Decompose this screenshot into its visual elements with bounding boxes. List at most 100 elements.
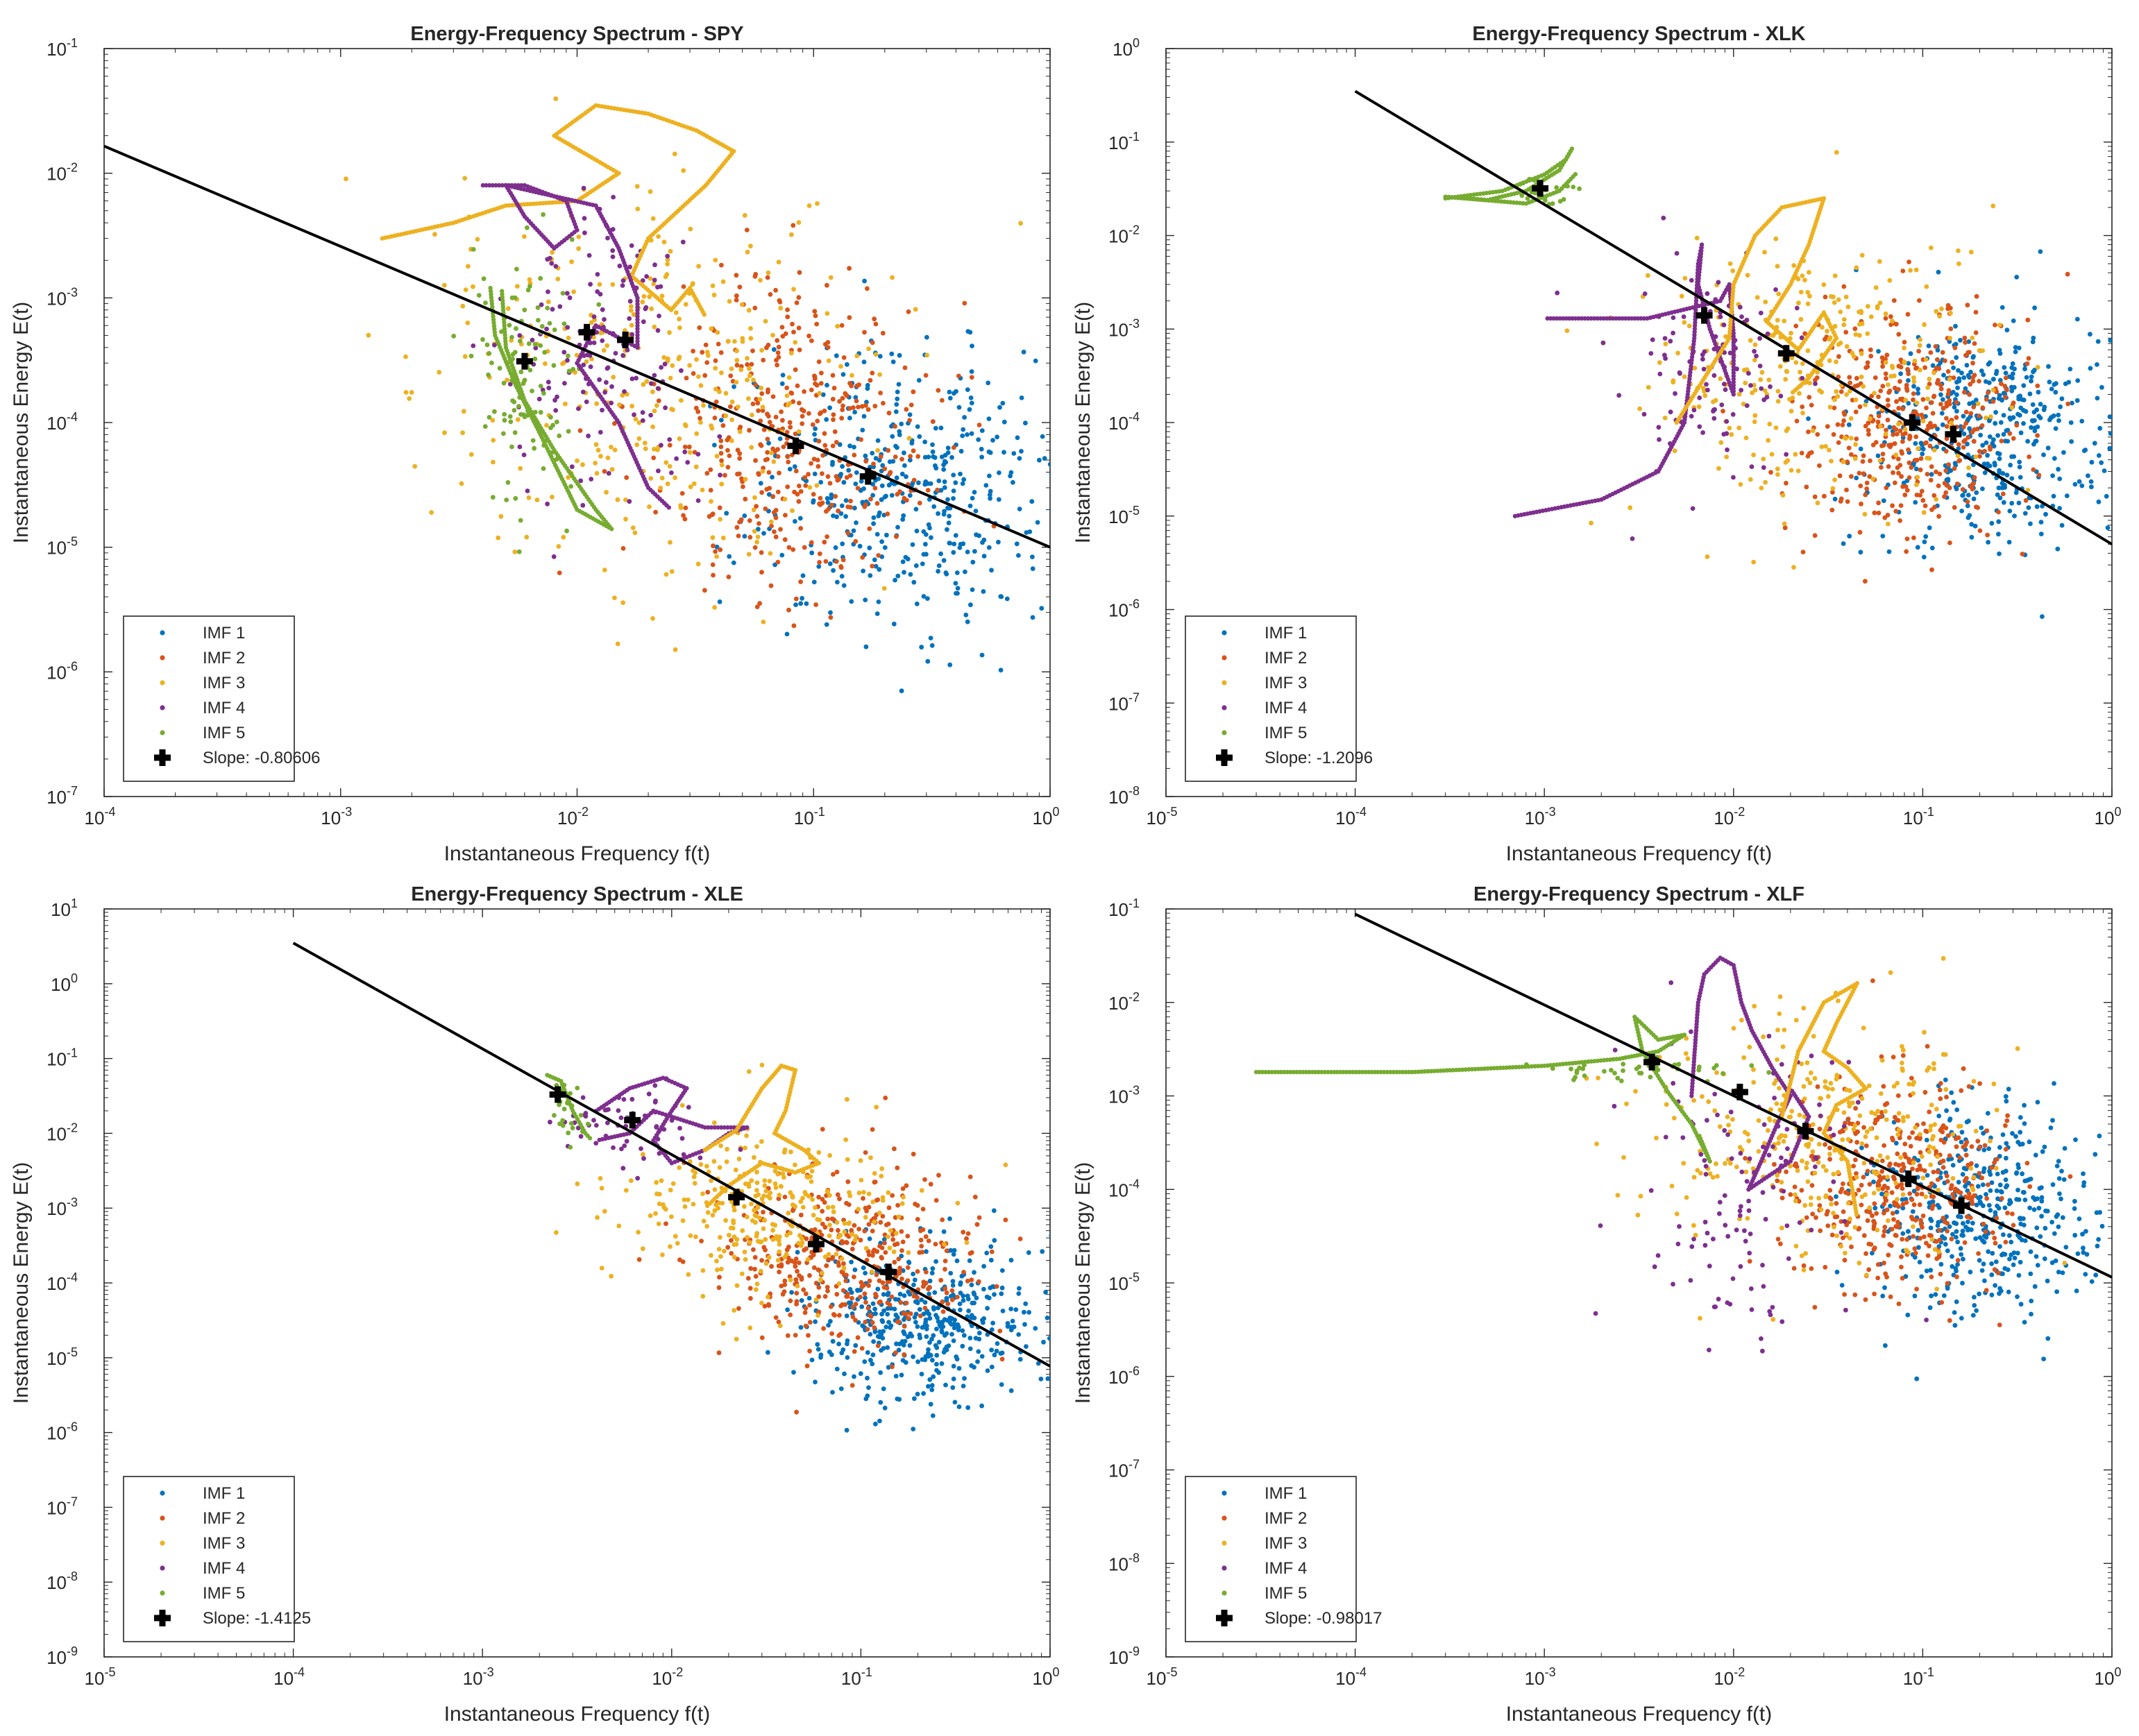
data-point: [845, 1355, 850, 1360]
data-point: [817, 551, 822, 556]
data-point: [1038, 1377, 1044, 1381]
data-point: [874, 1293, 879, 1299]
data-point: [1000, 1309, 1006, 1313]
data-point: [1911, 379, 1917, 384]
x-tick-label: 100: [2095, 805, 2122, 828]
data-point: [1944, 416, 1949, 421]
data-point: [1793, 452, 1798, 457]
data-point: [2016, 396, 2022, 402]
data-point: [750, 401, 756, 407]
data-point: [770, 475, 775, 480]
chart-panel-3: 10-5 10-4 10-3 10-2 10-1 10010-910-810-710-61…: [10, 883, 1059, 1726]
data-point: [752, 1266, 757, 1272]
x-axis-label: Instantaneous Frequency f(t): [444, 842, 711, 865]
data-point: [492, 343, 497, 348]
data-point: [1791, 390, 1795, 395]
data-point: [934, 1368, 939, 1373]
data-point: [635, 302, 640, 307]
data-point: [716, 341, 721, 347]
data-point: [1896, 470, 1901, 476]
data-point: [739, 476, 744, 482]
data-point: [863, 1320, 868, 1325]
data-point: [2068, 366, 2073, 372]
data-point: [1927, 525, 1932, 531]
data-point: [756, 471, 761, 476]
data-point: [1905, 366, 1911, 372]
data-point: [1902, 346, 1906, 350]
x-tick-label: 10-2: [557, 805, 589, 828]
data-point: [908, 1331, 913, 1336]
data-point: [734, 273, 739, 278]
data-point: [1914, 400, 1920, 406]
data-point: [761, 357, 766, 363]
data-point: [1721, 322, 1727, 327]
data-point: [795, 383, 800, 389]
data-point: [720, 423, 726, 428]
data-point: [895, 1165, 900, 1171]
data-point: [933, 1241, 938, 1247]
data-point: [917, 1250, 922, 1255]
data-point: [980, 1320, 986, 1325]
data-point: [1922, 539, 1927, 545]
data-point: [1016, 553, 1021, 558]
data-point: [751, 377, 756, 383]
data-point: [1551, 316, 1556, 321]
fit-line: [1354, 90, 2112, 546]
data-point: [775, 559, 781, 565]
data-point: [827, 405, 832, 411]
x-tick-label: 10-4: [85, 805, 116, 828]
data-point: [986, 545, 992, 550]
data-point: [659, 293, 665, 299]
data-point: [727, 554, 732, 559]
data-point: [817, 391, 822, 396]
data-point: [1604, 316, 1609, 321]
data-point: [1766, 377, 1772, 382]
data-point: [1917, 343, 1922, 348]
data-point: [2018, 430, 2024, 436]
data-point: [766, 441, 771, 446]
data-point: [1876, 510, 1882, 516]
data-point: [848, 1300, 854, 1306]
data-point: [763, 318, 768, 324]
data-point: [1004, 596, 1010, 602]
data-point: [791, 623, 797, 629]
data-point: [921, 529, 927, 534]
data-point: [1757, 336, 1763, 341]
data-point: [879, 1255, 884, 1261]
data-point: [543, 361, 548, 366]
data-point: [463, 287, 468, 292]
data-point: [1888, 314, 1893, 319]
data-point: [765, 436, 770, 442]
data-point: [923, 541, 928, 547]
data-point: [991, 1208, 997, 1214]
data-point: [911, 1354, 915, 1359]
data-point: [475, 237, 480, 242]
data-point: [665, 481, 670, 486]
data-point: [825, 534, 829, 539]
data-point: [549, 261, 555, 266]
data-point: [1852, 456, 1858, 461]
data-point: [921, 1390, 926, 1396]
data-point: [1959, 509, 1965, 513]
data-point: [962, 300, 967, 306]
data-point: [641, 382, 646, 387]
data-point: [1711, 373, 1717, 378]
data-point: [598, 330, 604, 336]
data-point: [919, 1243, 924, 1249]
data-point: [876, 513, 881, 518]
data-point: [1762, 388, 1768, 393]
data-point: [870, 493, 875, 498]
y-tick-label: 10-5: [46, 535, 78, 559]
data-point: [652, 324, 657, 330]
legend-entry: IMF 1: [1265, 624, 1307, 643]
data-point: [837, 1313, 842, 1318]
data-point: [885, 1279, 890, 1285]
data-point: [490, 418, 496, 423]
data-point: [719, 370, 724, 375]
data-point: [897, 432, 902, 437]
data-point: [517, 444, 523, 450]
data-point: [2002, 482, 2007, 488]
data-point: [1033, 358, 1038, 364]
data-point: [595, 448, 601, 453]
data-point: [938, 551, 943, 556]
